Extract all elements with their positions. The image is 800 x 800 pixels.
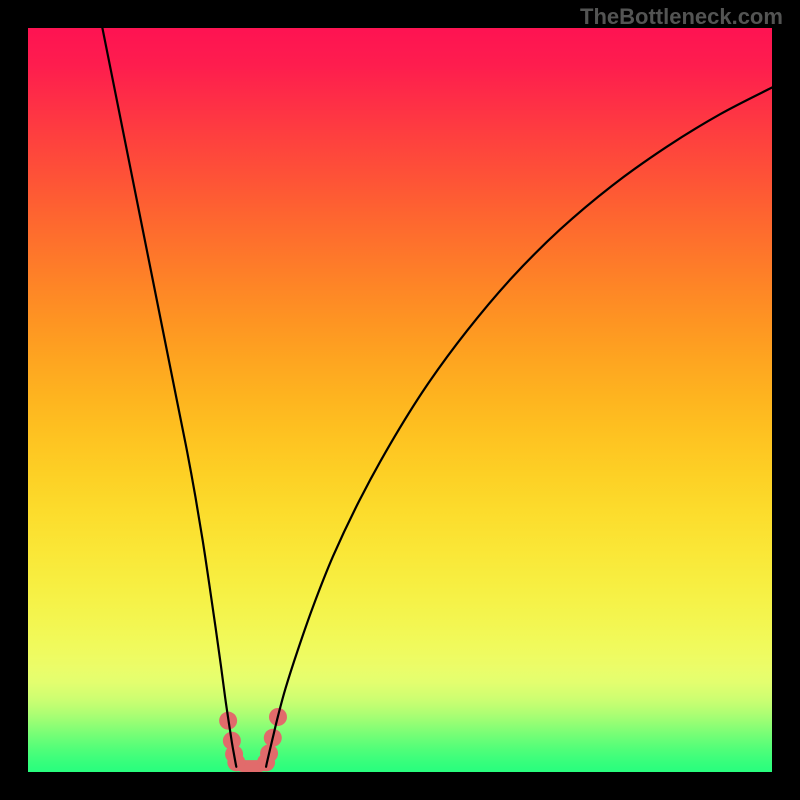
plot-background [28,28,772,772]
bottleneck-chart [0,0,800,800]
watermark-text: TheBottleneck.com [580,4,783,30]
chart-container: { "meta": { "width": 800, "height": 800,… [0,0,800,800]
